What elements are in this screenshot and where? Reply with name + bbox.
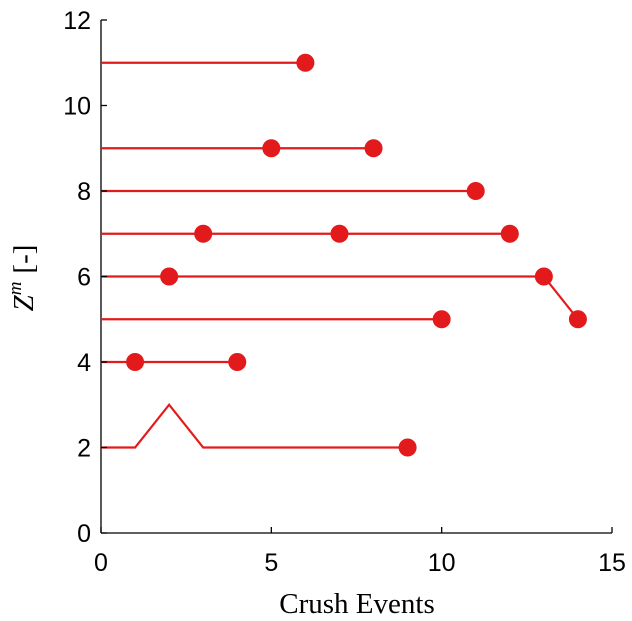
x-tick-label: 10 (428, 549, 456, 577)
data-point (330, 224, 349, 243)
x-axis-title: Crush Events (279, 588, 434, 620)
y-tick-label: 4 (77, 349, 91, 377)
series-8 (101, 402, 417, 457)
series-5 (101, 267, 587, 329)
data-point (534, 267, 553, 286)
y-tick-label: 10 (63, 93, 91, 121)
x-tick-label: 15 (598, 549, 626, 577)
svg-text:Zm[-]: Zm [-] (5, 245, 40, 312)
data-point (500, 224, 519, 243)
series-line (101, 402, 408, 449)
y-tick-label: 12 (63, 7, 91, 35)
x-tick-label: 0 (94, 549, 108, 577)
y-axis-superscript: m (5, 282, 26, 296)
series-line (101, 275, 579, 320)
data-point (398, 438, 417, 457)
ticks-layer: 0 5 10 15 0 2 4 6 8 10 12 (63, 7, 626, 577)
series-7 (101, 353, 247, 371)
y-tick-label: 8 (77, 178, 91, 206)
series-6 (101, 310, 451, 329)
data-point (432, 310, 451, 329)
data-point (126, 353, 145, 371)
series-layer (101, 53, 587, 457)
series-3 (101, 182, 485, 200)
data-point (568, 310, 587, 329)
data-point (296, 53, 315, 72)
data-point (194, 224, 213, 243)
data-point (466, 182, 485, 200)
data-point (228, 353, 247, 371)
data-point (364, 139, 383, 158)
y-axis-unit: [-] (8, 245, 40, 274)
x-tick-label: 5 (264, 549, 278, 577)
y-tick-label: 2 (77, 435, 91, 463)
y-axis-symbol: Z (8, 294, 40, 311)
y-tick-label: 0 (77, 520, 91, 548)
series-4 (101, 224, 519, 243)
y-tick-label: 6 (77, 264, 91, 292)
series-2 (101, 139, 383, 158)
y-axis-title: Zm [-] (5, 245, 40, 312)
data-point (262, 139, 281, 158)
series-1 (101, 53, 315, 72)
data-point (160, 267, 179, 286)
